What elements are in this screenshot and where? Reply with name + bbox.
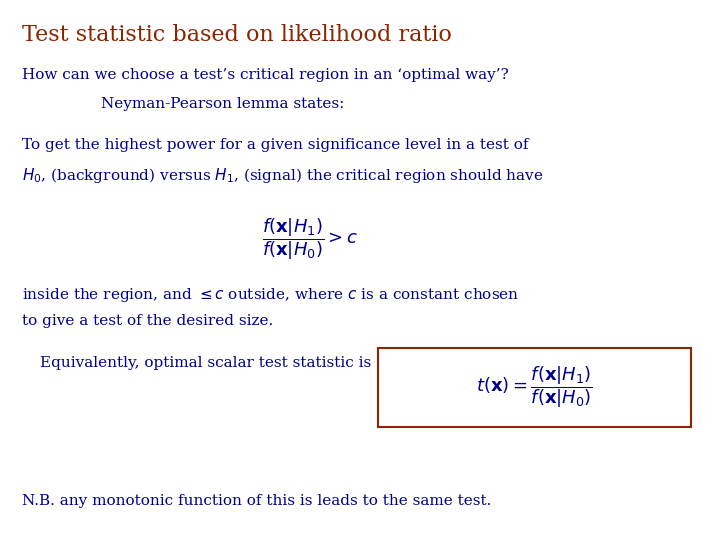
Text: to give a test of the desired size.: to give a test of the desired size. [22,314,273,328]
Text: How can we choose a test’s critical region in an ‘optimal way’?: How can we choose a test’s critical regi… [22,68,508,82]
Text: $t(\mathbf{x}) = \dfrac{f(\mathbf{x}|H_1)}{f(\mathbf{x}|H_0)}$: $t(\mathbf{x}) = \dfrac{f(\mathbf{x}|H_1… [476,364,593,410]
Text: N.B. any monotonic function of this is leads to the same test.: N.B. any monotonic function of this is l… [22,494,491,508]
Bar [378,348,691,427]
Text: $\dfrac{f(\mathbf{x}|H_1)}{f(\mathbf{x}|H_0)} > c$: $\dfrac{f(\mathbf{x}|H_1)}{f(\mathbf{x}|… [261,216,358,262]
Text: Neyman-Pearson lemma states:: Neyman-Pearson lemma states: [101,97,344,111]
Text: inside the region, and $\leq c$ outside, where $c$ is a constant chosen: inside the region, and $\leq c$ outside,… [22,286,519,304]
Text: Equivalently, optimal scalar test statistic is: Equivalently, optimal scalar test statis… [40,356,371,370]
Text: Test statistic based on likelihood ratio: Test statistic based on likelihood ratio [22,24,451,46]
Text: To get the highest power for a given significance level in a test of: To get the highest power for a given sig… [22,138,528,152]
Text: $H_0$, (background) versus $H_1$, (signal) the critical region should have: $H_0$, (background) versus $H_1$, (signa… [22,166,544,185]
